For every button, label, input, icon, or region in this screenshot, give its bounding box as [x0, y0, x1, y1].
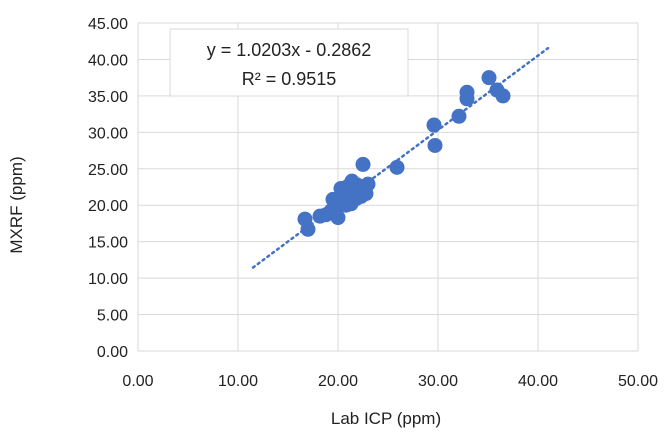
x-tick-labels: 0.00 10.00 20.00 30.00 40.00 50.00 — [122, 373, 658, 390]
trendline-equation: y = 1.0203x - 0.2862 — [207, 40, 372, 60]
data-point — [389, 159, 405, 175]
data-point — [459, 91, 475, 107]
y-tick-label: 45.00 — [88, 16, 128, 33]
data-point — [355, 156, 371, 172]
data-point — [427, 137, 443, 153]
y-tick-labels: 0.00 5.00 10.00 15.00 20.00 25.00 30.00 35.00 40… — [88, 16, 128, 361]
y-axis-title: MXRF (ppm) — [7, 156, 26, 253]
y-tick-label: 25.00 — [88, 162, 128, 179]
y-tick-label: 0.00 — [97, 344, 128, 361]
y-tick-label: 15.00 — [88, 235, 128, 252]
x-tick-label: 20.00 — [318, 373, 358, 390]
y-tick-label: 10.00 — [88, 271, 128, 288]
data-point — [330, 210, 346, 226]
data-point — [300, 221, 316, 237]
x-tick-label: 10.00 — [218, 373, 258, 390]
y-tick-label: 20.00 — [88, 198, 128, 215]
x-axis-title: Lab ICP (ppm) — [331, 409, 441, 428]
y-tick-label: 30.00 — [88, 125, 128, 142]
x-tick-label: 50.00 — [618, 373, 658, 390]
data-points — [297, 70, 511, 237]
data-point — [495, 88, 511, 104]
data-point — [426, 117, 442, 133]
x-tick-label: 40.00 — [518, 373, 558, 390]
equation-box — [169, 28, 409, 97]
y-tick-label: 35.00 — [88, 89, 128, 106]
y-tick-label: 40.00 — [88, 52, 128, 69]
data-point — [481, 70, 497, 86]
x-tick-label: 30.00 — [418, 373, 458, 390]
x-tick-label: 0.00 — [122, 373, 153, 390]
data-point — [451, 108, 467, 124]
y-tick-label: 5.00 — [97, 308, 128, 325]
r-squared-label: R² = 0.9515 — [242, 69, 337, 89]
data-point — [360, 176, 376, 192]
